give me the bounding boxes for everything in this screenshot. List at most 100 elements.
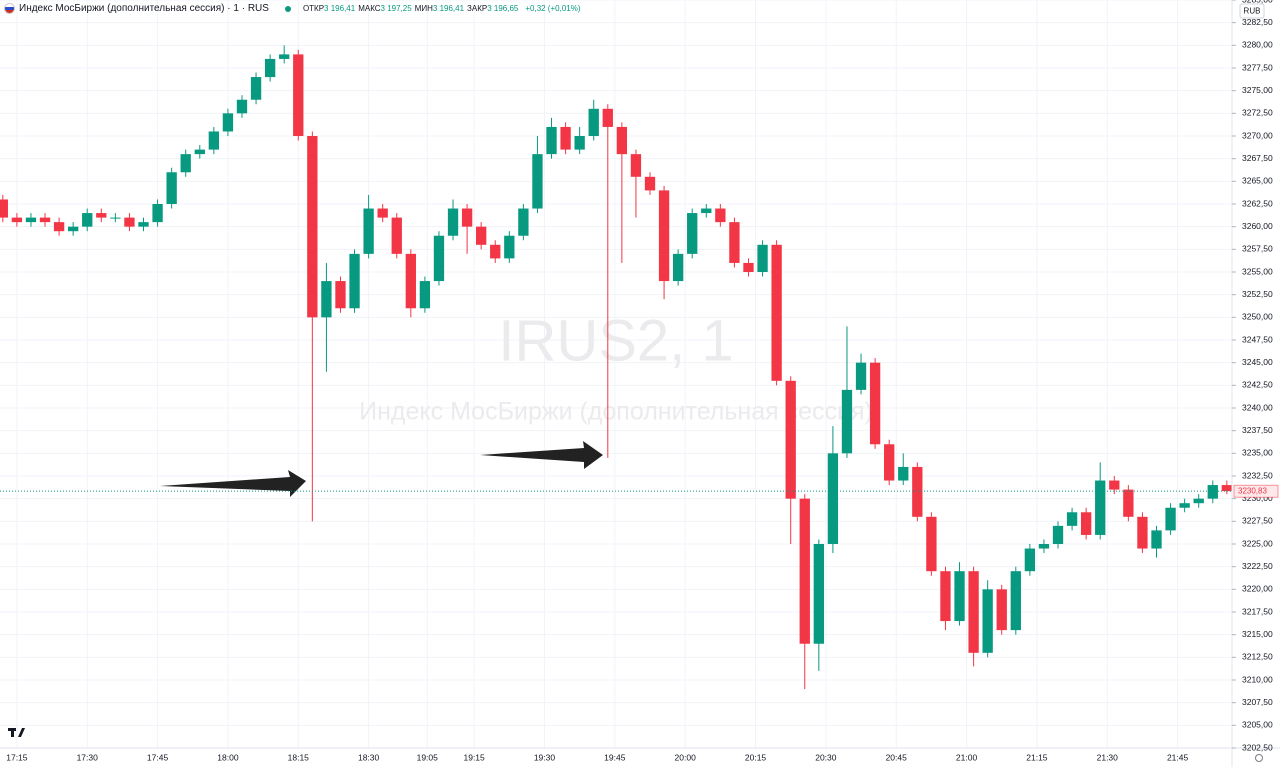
currency-box[interactable]	[1239, 3, 1265, 19]
candle-body	[11, 217, 23, 223]
candle-body	[672, 253, 684, 282]
candle-body	[349, 253, 360, 309]
x-tick-label: 17:30	[77, 752, 99, 762]
settings-icon[interactable]	[1255, 754, 1263, 762]
candle-body	[954, 571, 965, 622]
candle-body	[279, 54, 290, 59]
y-tick-label: 3245,00	[1242, 357, 1273, 367]
candle-body	[447, 208, 459, 236]
x-tick-label: 20:00	[675, 752, 697, 762]
candle-body	[630, 154, 642, 177]
candle-body	[1010, 571, 1021, 631]
candle-body	[1024, 548, 1036, 572]
y-tick-label: 3242,50	[1242, 380, 1273, 390]
candle-body	[785, 380, 796, 499]
x-tick-label: 21:15	[1026, 752, 1048, 762]
candle-body	[982, 589, 993, 653]
candle-body	[405, 253, 416, 309]
last-price-label: 3230,83	[1238, 486, 1267, 495]
x-tick-label: 21:30	[1097, 752, 1119, 762]
candle-body	[644, 176, 656, 191]
watermark-symbol: IRUS2, 1	[498, 308, 733, 373]
x-tick-label: 18:00	[217, 752, 239, 762]
ohlc-value: 3 197,25	[380, 4, 412, 13]
candle-body	[968, 571, 979, 653]
x-tick-label: 19:15	[463, 752, 485, 762]
candle-body	[166, 172, 177, 204]
candle-body	[1038, 544, 1050, 549]
y-tick-label: 3215,00	[1242, 629, 1273, 639]
candle-body	[729, 222, 740, 263]
candle-body	[687, 213, 698, 254]
candle-body	[912, 466, 923, 517]
y-tick-label: 3237,50	[1242, 425, 1273, 435]
candle-body	[391, 217, 402, 254]
x-tick-label: 20:15	[745, 752, 767, 762]
arrow	[160, 470, 306, 497]
y-tick-label: 3240,00	[1242, 402, 1273, 412]
ohlc-label: МАКС	[358, 4, 381, 13]
candle-body	[996, 589, 1007, 631]
y-tick-label: 3225,00	[1242, 538, 1273, 548]
y-tick-label: 3210,00	[1242, 674, 1273, 684]
y-tick-label: 3265,00	[1242, 176, 1273, 186]
candle-body	[1179, 503, 1190, 508]
currency[interactable]: RUB	[1244, 7, 1261, 16]
candle-body	[743, 262, 754, 272]
candle-body	[546, 126, 557, 155]
ohlc-label: МИН	[414, 4, 433, 13]
candle-body	[25, 217, 37, 223]
candle-body	[0, 199, 8, 218]
y-tick-label: 3255,00	[1242, 266, 1273, 276]
candle-body	[616, 126, 628, 155]
logo	[8, 728, 25, 737]
ohlc-legend: ОТКР3 196,41 МАКС3 197,25 МИН3 196,41 ЗАКР3…	[303, 3, 521, 14]
x-tick-label: 18:30	[358, 752, 380, 762]
y-tick-label: 3220,00	[1242, 584, 1273, 594]
ohlc-value: 3 196,41	[432, 4, 465, 13]
y-tick-label: 3275,00	[1242, 85, 1273, 95]
candle-body	[574, 136, 585, 150]
candle-body	[419, 281, 431, 309]
candle-body	[307, 136, 318, 318]
x-tick-label: 19:30	[534, 752, 556, 762]
candle-body	[53, 222, 65, 232]
y-tick-label: 3250,00	[1242, 312, 1273, 322]
candle-body	[884, 444, 895, 481]
candle-body	[869, 362, 881, 445]
change: +0,32 (+0,01%)	[525, 4, 581, 13]
candle-body	[855, 362, 867, 390]
candle-body	[841, 389, 853, 454]
candle-body	[461, 208, 473, 227]
y-tick-label: 3232,50	[1242, 470, 1273, 480]
candle-body	[940, 571, 951, 622]
x-tick-label: 19:45	[604, 752, 626, 762]
header: Индекс МосБиржи (дополнительная сессия) …	[4, 3, 584, 14]
x-tick-label: 17:45	[147, 752, 169, 762]
x-tick-label: 17:15	[6, 752, 28, 762]
candle-body	[1052, 525, 1064, 544]
x-tick-label: 18:15	[288, 752, 310, 762]
candle-body	[1123, 489, 1134, 517]
y-tick-label: 3205,00	[1242, 720, 1273, 730]
candle-body	[1137, 516, 1148, 549]
candle-body	[180, 154, 191, 173]
candle-body	[1109, 480, 1120, 490]
last-price-box	[1233, 484, 1279, 498]
candle-body	[757, 244, 768, 272]
candle-body	[799, 498, 810, 644]
candle-body	[588, 108, 599, 136]
candle-body	[1221, 485, 1232, 492]
candle-body	[138, 222, 149, 227]
candle-body	[701, 208, 712, 214]
grid	[0, 0, 1232, 749]
y-tick-label: 3212,50	[1242, 652, 1273, 662]
y-tick-label: 3282,50	[1242, 17, 1273, 27]
candle-body	[82, 213, 93, 227]
candle-body	[658, 190, 670, 282]
y-tick-label: 3207,50	[1242, 697, 1273, 707]
x-tick-label: 20:30	[815, 752, 837, 762]
candle-body	[433, 235, 445, 282]
